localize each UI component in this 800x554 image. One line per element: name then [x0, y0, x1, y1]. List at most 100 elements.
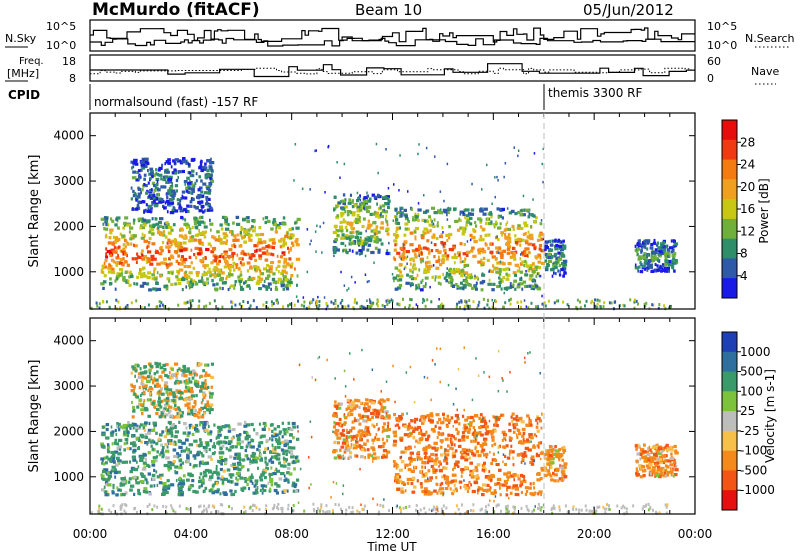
echo-cell [246, 457, 250, 461]
echo-cell [521, 213, 526, 217]
echo-cell [206, 173, 211, 177]
echo-cell [421, 414, 425, 419]
echo-cell [441, 254, 447, 258]
echo-cell [345, 441, 348, 446]
echo-cell [379, 398, 384, 402]
echo-cell [347, 413, 351, 417]
echo-cell [375, 236, 379, 240]
sparse-echo-cell [392, 219, 395, 222]
sparse-echo-cell [491, 202, 493, 205]
echo-cell [524, 284, 527, 289]
echo-cell [130, 383, 133, 387]
echo-cell [212, 268, 217, 272]
echo-cell [191, 426, 196, 430]
echo-cell [204, 379, 207, 383]
echo-cell [386, 439, 389, 443]
echo-cell [116, 216, 121, 220]
echo-cell [350, 404, 354, 409]
echo-cell [221, 286, 224, 291]
echo-cell [143, 423, 147, 427]
echo-cell [135, 436, 139, 440]
echo-cell [439, 487, 443, 491]
echo-cell [521, 457, 524, 462]
echo-cell [256, 243, 259, 248]
echo-cell [169, 255, 175, 259]
echo-cell [370, 250, 375, 255]
echo-cell [526, 423, 530, 427]
echo-cell [445, 486, 449, 491]
echo-cell [672, 257, 676, 261]
echo-cell [260, 473, 265, 477]
echo-cell [207, 431, 211, 435]
echo-cell [485, 430, 490, 434]
echo-cell [203, 386, 208, 390]
ground-scatter-cell [186, 300, 189, 304]
echo-cell [244, 231, 248, 235]
echo-cell [199, 215, 204, 219]
echo-cell [479, 444, 484, 448]
echo-cell [148, 236, 152, 241]
echo-cell [344, 444, 347, 448]
echo-cell [155, 222, 160, 226]
echo-cell [382, 429, 385, 433]
echo-cell [377, 250, 381, 254]
echo-cell [183, 264, 187, 268]
echo-cell [215, 464, 218, 469]
echo-cell [264, 460, 267, 464]
echo-cell [393, 464, 396, 468]
echo-cell [266, 462, 269, 466]
echo-cell [177, 440, 182, 444]
echo-cell [473, 435, 477, 439]
echo-cell [205, 449, 208, 453]
echo-cell [377, 400, 380, 404]
echo-cell [128, 477, 132, 481]
echo-cell [183, 159, 188, 163]
echo-cell [526, 414, 530, 418]
echo-cell [511, 419, 514, 423]
echo-cell [258, 241, 263, 245]
echo-cell [242, 218, 246, 222]
echo-cell [239, 282, 241, 286]
echo-cell [536, 415, 540, 419]
echo-cell [241, 458, 246, 462]
echo-cell [186, 369, 189, 373]
echo-cell [495, 462, 500, 467]
echo-cell [358, 243, 361, 247]
echo-cell [216, 488, 220, 492]
echo-cell [475, 287, 478, 291]
echo-cell [510, 415, 513, 419]
echo-cell [355, 232, 358, 236]
echo-cell [477, 217, 482, 221]
noise-tick-left-high: 10^5 [46, 20, 76, 33]
sparse-echo-cell [520, 253, 522, 256]
echo-cell [294, 240, 299, 244]
echo-cell [480, 487, 484, 491]
echo-cell [218, 237, 222, 241]
echo-cell [144, 435, 148, 439]
ground-scatter-cell [369, 301, 372, 304]
echo-cell [423, 456, 428, 460]
echo-cell [533, 433, 536, 437]
echo-cell [469, 461, 473, 465]
echo-cell [469, 212, 474, 216]
ground-scatter-cell [143, 306, 146, 310]
echo-cell [483, 424, 485, 429]
echo-cell [152, 199, 156, 203]
echo-cell [259, 269, 262, 273]
echo-cell [648, 259, 652, 263]
echo-cell [525, 284, 529, 288]
echo-cell [125, 280, 129, 284]
echo-cell [134, 207, 139, 211]
ground-scatter-cell [191, 299, 194, 303]
echo-cell [396, 274, 400, 278]
sparse-echo-cell [309, 242, 311, 246]
echo-cell [109, 459, 113, 463]
sparse-echo-cell [336, 161, 338, 164]
echo-cell [424, 465, 426, 469]
echo-cell [121, 477, 127, 481]
echo-cell [420, 428, 423, 433]
echo-cell [210, 179, 215, 183]
echo-cell [406, 427, 410, 431]
echo-cell [516, 269, 521, 273]
echo-cell [208, 489, 213, 493]
